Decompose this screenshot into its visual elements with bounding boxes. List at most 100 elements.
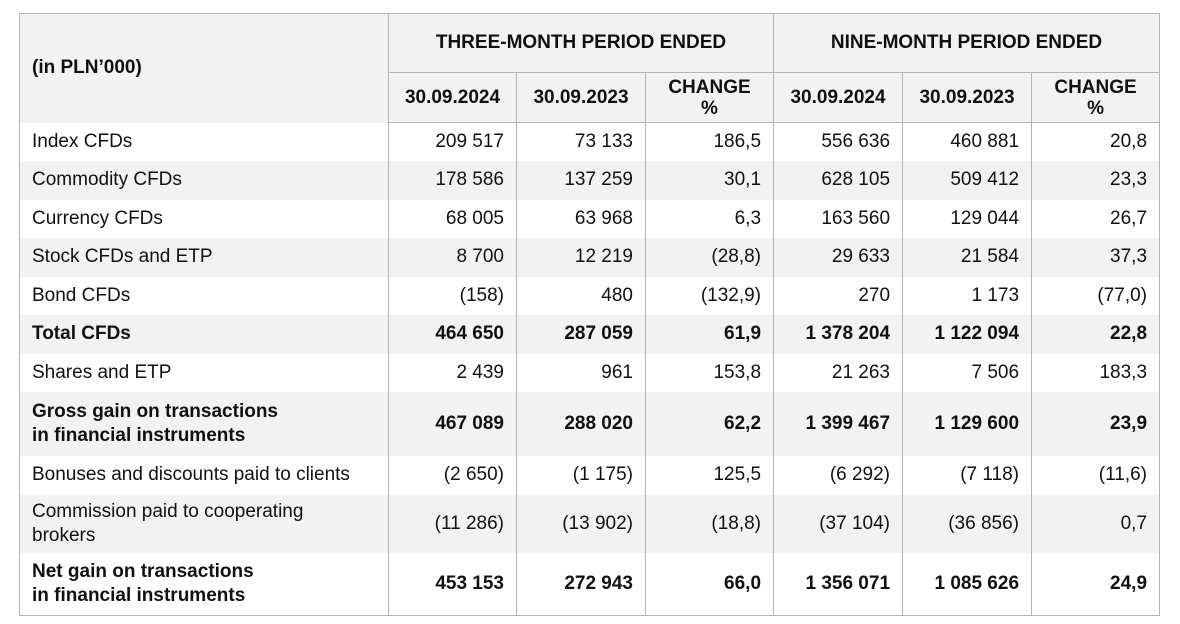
table-row: Gross gain on transactions in financial i… — [19, 391, 1160, 456]
row-label: Commission paid to cooperating brokers — [19, 494, 389, 553]
table-row: Commodity CFDs 178 586 137 259 30,1 628 105 5… — [19, 160, 1160, 200]
cell-value: 272 943 — [516, 552, 646, 616]
cell-value: 509 412 — [902, 160, 1032, 200]
row-label-line: in financial instruments — [32, 424, 246, 446]
cell-value: 6,3 — [644, 199, 774, 238]
cell-value: (158) — [388, 276, 517, 315]
row-label: Index CFDs — [32, 130, 133, 152]
cell-value: 26,7 — [1031, 199, 1160, 238]
col-header: 30.09.2023 — [902, 72, 1032, 123]
cell-value: 556 636 — [773, 122, 903, 161]
cell-value: (1 175) — [516, 455, 646, 495]
cell-value: 1 378 204 — [773, 314, 903, 354]
cell-value: (7 118) — [902, 455, 1032, 495]
row-label: Bonuses and discounts paid to clients — [32, 464, 350, 485]
row-label: Net gain on transactions in financial ins… — [20, 553, 389, 616]
cell-value: 129 044 — [902, 199, 1032, 238]
table-row: Bond CFDs (158) 480 (132,9) 270 1 173 (77,0) — [20, 276, 1160, 315]
cell-value: 209 517 — [388, 122, 517, 161]
cell-value: (132,9) — [644, 276, 774, 315]
cell-value: 63 968 — [516, 199, 646, 238]
table-body: Index CFDs 209 517 73 133 186,5 556 636 460 8… — [19, 122, 1160, 616]
cell-value: 464 650 — [388, 314, 517, 354]
table-row: Commission paid to cooperating brokers (11… — [19, 494, 1160, 553]
col-header: 30.09.2024 — [388, 72, 517, 123]
cell-value: (37 104) — [773, 494, 903, 553]
cell-value: 22,8 — [1031, 314, 1160, 354]
cell-value: 183,3 — [1031, 353, 1160, 392]
cell-value: 1 173 — [902, 276, 1032, 315]
cell-value: 21 263 — [773, 353, 903, 392]
cell-value: 21 584 — [902, 237, 1032, 277]
cell-value: (18,8) — [644, 494, 774, 553]
cell-value: 137 259 — [516, 160, 646, 200]
cell-value: 628 105 — [773, 160, 903, 200]
cell-value: 23,9 — [1031, 391, 1160, 456]
cell-value: 68 005 — [388, 199, 517, 238]
cell-value: 288 020 — [516, 391, 646, 456]
cell-value: 480 — [516, 276, 646, 315]
col-header: 30.09.2023 — [516, 72, 646, 123]
cell-value: 29 633 — [773, 237, 903, 277]
row-label: Shares and ETP — [32, 361, 172, 383]
table-row: Total CFDs 464 650 287 059 61,9 1 378 204 1 1… — [19, 314, 1160, 354]
cell-value: 1 356 071 — [773, 552, 903, 616]
cell-value: (2 650) — [388, 455, 517, 495]
row-label: Bond CFDs — [32, 284, 131, 306]
row-label-line: Gross gain on transactions — [32, 400, 278, 422]
cell-value: (13 902) — [516, 494, 646, 553]
cell-value: 12 219 — [516, 237, 646, 277]
col-header: 30.09.2024 — [773, 72, 903, 123]
col-header: CHANGE% — [1031, 72, 1160, 123]
cell-value: 66,0 — [644, 552, 774, 616]
row-label: Currency CFDs — [32, 207, 163, 229]
table-row: Bonuses and discounts paid to clients (2 … — [20, 455, 1160, 495]
cell-value: 178 586 — [388, 160, 517, 200]
group-nine-month: NINE-MONTH PERIOD ENDED — [773, 13, 1160, 73]
cell-value: 153,8 — [644, 353, 774, 392]
cell-value: 961 — [516, 353, 646, 392]
cell-value: (36 856) — [902, 494, 1032, 553]
cell-value: 1 122 094 — [902, 314, 1032, 354]
cell-value: 8 700 — [388, 237, 517, 277]
cell-value: 186,5 — [644, 122, 774, 161]
cell-value: (77,0) — [1031, 276, 1160, 315]
cell-value: (6 292) — [773, 455, 903, 495]
row-label-line: brokers — [32, 524, 96, 546]
cell-value: 24,9 — [1031, 552, 1160, 616]
cell-value: 61,9 — [644, 314, 774, 354]
cell-value: 23,3 — [1031, 160, 1160, 200]
cell-value: 7 506 — [902, 353, 1032, 392]
cell-value: 453 153 — [388, 552, 517, 616]
unit-label: (in PLN’000) — [19, 13, 389, 123]
cell-value: 270 — [773, 276, 903, 315]
table-row: Currency CFDs 68 005 63 968 6,3 163 560 129 0… — [20, 199, 1160, 238]
cell-value: 2 439 — [388, 353, 517, 392]
cell-value: 287 059 — [516, 314, 646, 354]
cell-value: 20,8 — [1031, 122, 1160, 161]
cell-value: 30,1 — [644, 160, 774, 200]
cell-value: 1 085 626 — [902, 552, 1032, 616]
table-row: Index CFDs 209 517 73 133 186,5 556 636 460 8… — [20, 122, 1160, 161]
table-row: Net gain on transactions in financial ins… — [20, 552, 1160, 616]
col-header: CHANGE% — [644, 72, 774, 123]
cell-value: 62,2 — [644, 391, 774, 456]
row-label-line: Net gain on transactions — [32, 560, 254, 582]
row-label: Total CFDs — [19, 314, 389, 354]
cell-value: 37,3 — [1031, 237, 1160, 277]
cell-value: 0,7 — [1031, 494, 1160, 553]
row-label-line: in financial instruments — [32, 584, 246, 606]
cell-value: (11 286) — [388, 494, 517, 553]
cell-value: 73 133 — [516, 122, 646, 161]
table-row: Stock CFDs and ETP 8 700 12 219 (28,8) 29 63… — [19, 237, 1160, 277]
cell-value: 467 089 — [388, 391, 517, 456]
cell-value: 1 399 467 — [773, 391, 903, 456]
table-row: Shares and ETP 2 439 961 153,8 21 263 7 506 18… — [20, 353, 1160, 392]
cell-value: 163 560 — [773, 199, 903, 238]
header-row-columns: 30.09.2024 30.09.2023 CHANGE% 30.09.2024… — [20, 72, 1160, 123]
header-row-groups: (in PLN’000) THREE-MONTH PERIOD ENDED NI… — [19, 13, 1160, 123]
row-label: Gross gain on transactions in financial i… — [19, 391, 389, 456]
cell-value: (28,8) — [644, 237, 774, 277]
cell-value: 460 881 — [902, 122, 1032, 161]
group-three-month: THREE-MONTH PERIOD ENDED — [387, 13, 774, 73]
